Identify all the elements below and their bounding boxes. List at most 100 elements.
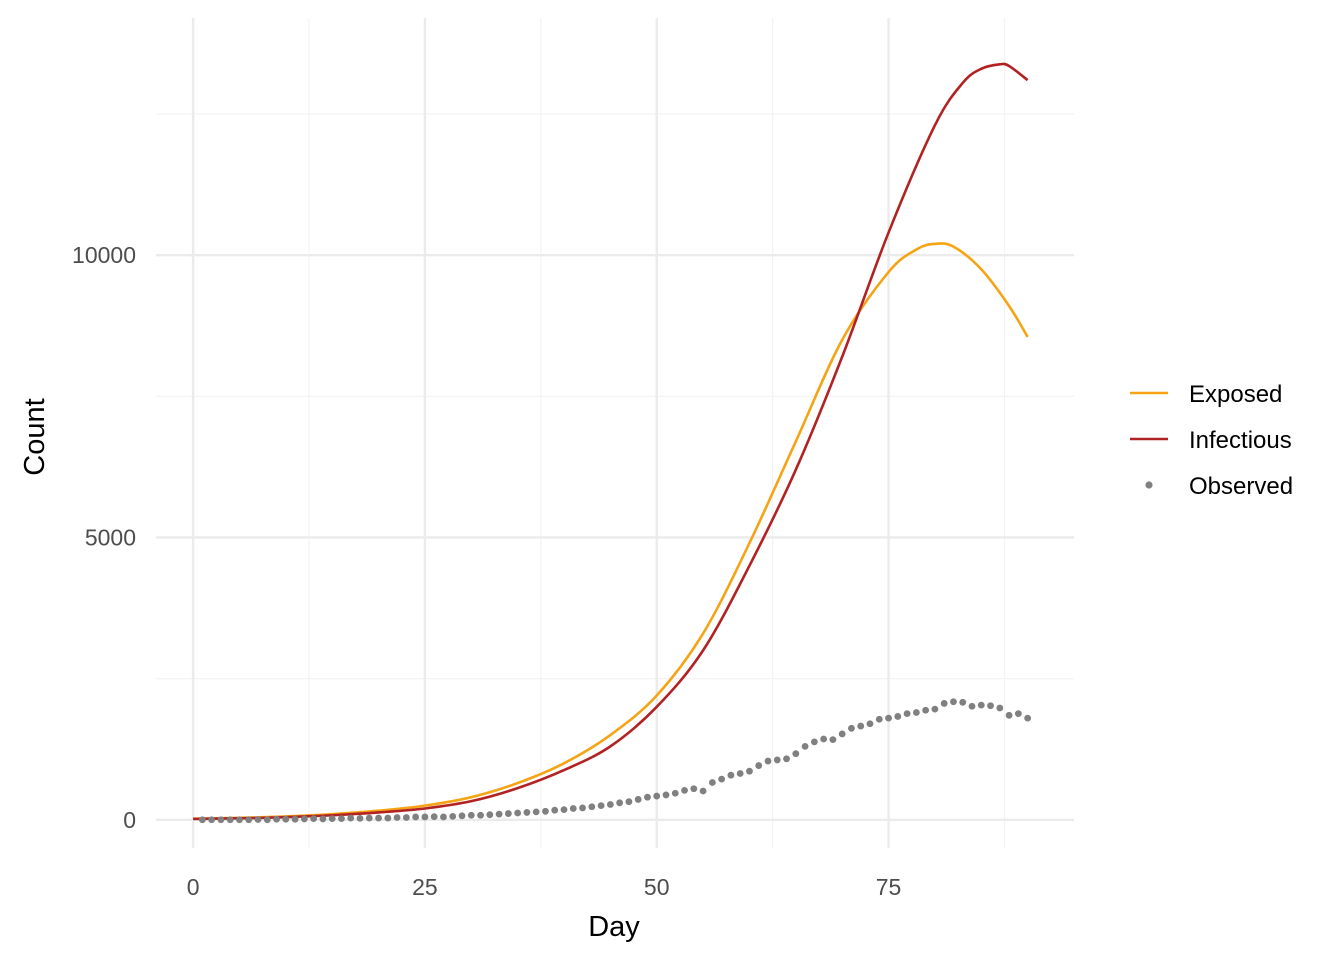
observed-point [300, 815, 308, 823]
y-tick-label: 10000 [72, 242, 136, 268]
observed-point [384, 814, 392, 822]
observed-point [820, 735, 828, 743]
observed-point [421, 813, 429, 821]
observed-point [514, 809, 522, 817]
observed-point [328, 815, 336, 823]
observed-point [198, 816, 206, 824]
observed-point [866, 720, 874, 728]
observed-point [254, 816, 262, 823]
y-tick-label: 0 [123, 807, 136, 833]
observed-point [959, 698, 967, 706]
observed-point [736, 770, 744, 777]
observed-point [616, 799, 624, 807]
observed-point [606, 801, 614, 808]
observed-point [931, 705, 939, 713]
observed-point [996, 704, 1004, 712]
observed-point [542, 807, 549, 815]
observed-point [903, 710, 911, 718]
observed-point [792, 750, 800, 758]
observed-point [885, 714, 892, 722]
observed-point [245, 816, 253, 824]
observed-point [338, 815, 345, 823]
observed-point [365, 814, 373, 822]
observed-point [625, 798, 633, 806]
observed-point [579, 804, 586, 812]
observed-point [356, 814, 364, 822]
observed-point [940, 700, 948, 707]
observed-point [375, 814, 382, 822]
observed-point [532, 808, 540, 816]
observed-point [273, 815, 280, 823]
x-axis-tick-labels: 0 25 50 75 [187, 874, 902, 900]
observed-point [810, 738, 818, 746]
observed-point [440, 813, 447, 821]
observed-point [597, 802, 605, 810]
observed-point [653, 792, 661, 800]
observed-point [662, 791, 670, 799]
observed-point [319, 815, 327, 823]
y-axis-tick-labels: 0 5000 10000 [72, 242, 136, 833]
observed-point [783, 755, 790, 763]
observed-point [310, 815, 318, 823]
observed-point [727, 771, 735, 779]
observed-point [950, 698, 957, 706]
observed-point [588, 803, 596, 811]
observed-point [217, 816, 225, 824]
legend-key-observed [1145, 481, 1153, 489]
x-axis-title: Day [588, 911, 640, 943]
observed-point [347, 814, 355, 822]
observed-point [393, 814, 401, 821]
major-gridlines [156, 18, 1074, 848]
observed-point [560, 806, 568, 814]
observed-point [1024, 714, 1032, 722]
x-tick-label: 75 [876, 874, 902, 900]
exposed-series-line [193, 242, 1029, 820]
legend-label-exposed: Exposed [1189, 381, 1282, 408]
legend: Exposed Infectious Observed [1130, 381, 1293, 500]
observed-point [922, 706, 930, 714]
legend-label-observed: Observed [1189, 473, 1293, 500]
observed-point [801, 742, 809, 750]
observed-point [1014, 710, 1022, 718]
observed-point [690, 785, 698, 793]
observed-point [987, 702, 994, 710]
observed-point [523, 809, 531, 816]
minor-gridlines [156, 18, 1074, 848]
infectious-series-line [193, 62, 1029, 821]
observed-point [894, 713, 902, 720]
observed-point [486, 811, 494, 819]
observed-point [857, 722, 865, 730]
observed-point [708, 779, 716, 786]
observed-point [912, 709, 920, 716]
observed-point [208, 816, 216, 824]
observed-point [402, 814, 410, 821]
x-tick-label: 50 [644, 874, 670, 900]
x-tick-label: 0 [187, 874, 200, 900]
observed-point [236, 816, 243, 824]
plot-series [193, 62, 1032, 824]
observed-point [551, 806, 559, 814]
observed-point [977, 701, 985, 709]
observed-point [848, 724, 855, 732]
observed-point [968, 702, 976, 710]
observed-point [263, 816, 271, 824]
y-tick-label: 5000 [85, 524, 136, 550]
y-axis-title: Count [19, 398, 51, 475]
observed-point [755, 762, 763, 769]
observed-point [467, 811, 475, 819]
observed-point [746, 767, 753, 775]
observed-point [773, 756, 781, 764]
observed-point [495, 810, 503, 818]
observed-point [430, 813, 438, 821]
observed-point [681, 787, 688, 794]
legend-label-infectious: Infectious [1189, 427, 1292, 454]
observed-point [282, 815, 290, 823]
observed-point [699, 787, 707, 795]
observed-point [838, 730, 846, 738]
observed-point [226, 816, 234, 824]
observed-point [449, 812, 457, 820]
observed-point [671, 789, 679, 797]
observed-point [291, 815, 299, 823]
